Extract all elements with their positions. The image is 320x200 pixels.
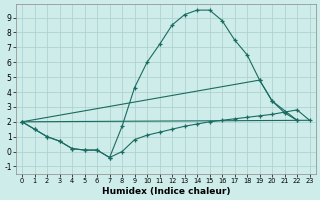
X-axis label: Humidex (Indice chaleur): Humidex (Indice chaleur) xyxy=(101,187,230,196)
